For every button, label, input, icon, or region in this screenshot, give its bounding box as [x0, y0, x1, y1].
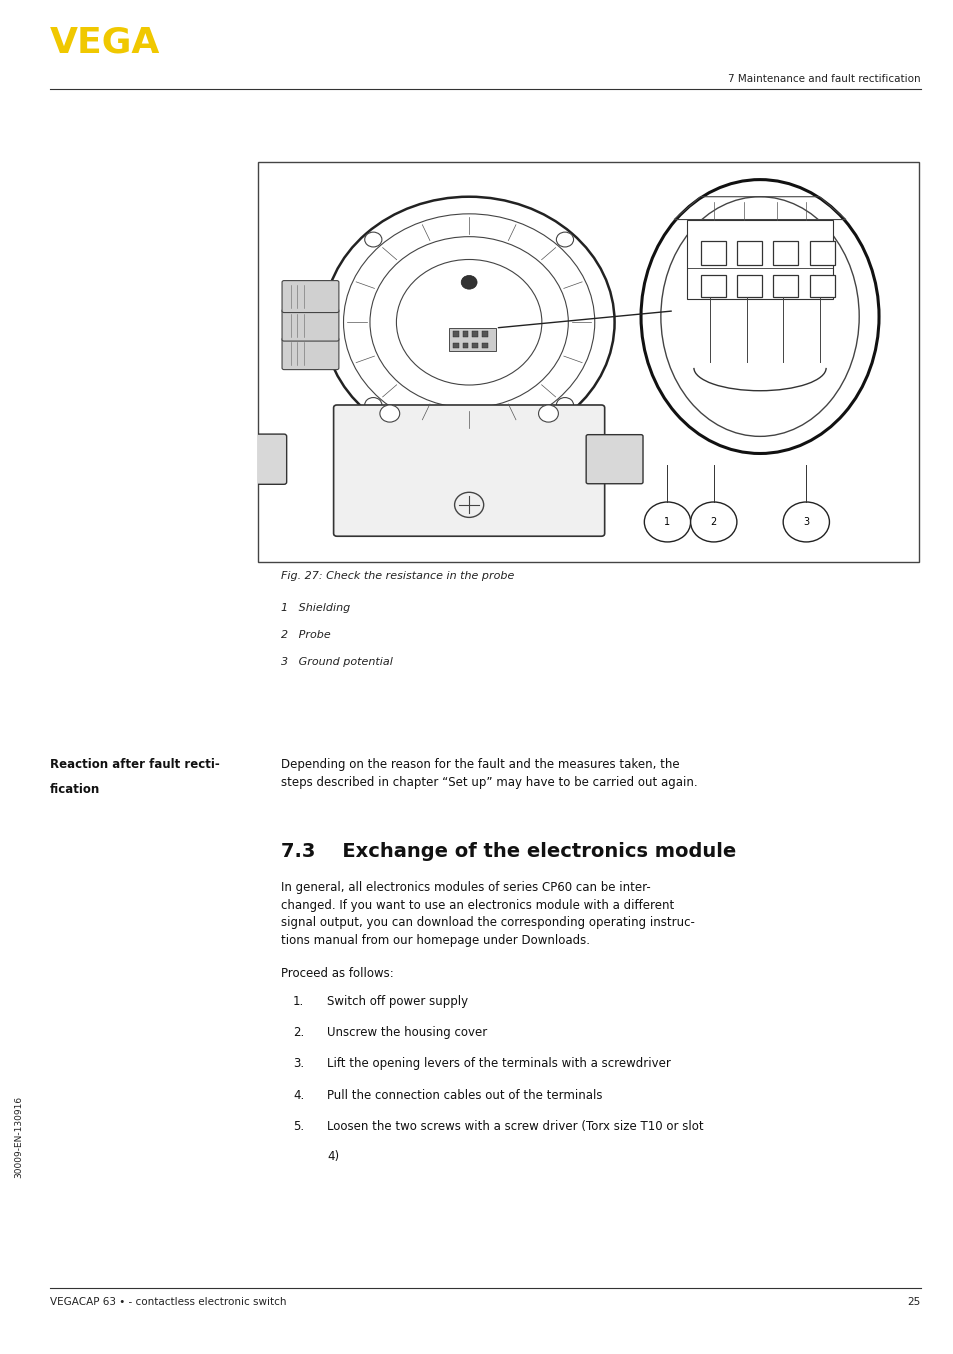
Text: Pull the connection cables out of the terminals: Pull the connection cables out of the te… — [327, 1089, 602, 1102]
Text: 3: 3 — [802, 517, 808, 527]
Bar — [452, 332, 458, 337]
Circle shape — [690, 502, 736, 542]
Text: Fig. 27: Check the resistance in the probe: Fig. 27: Check the resistance in the pro… — [281, 571, 515, 581]
Bar — [809, 241, 834, 265]
Text: Reaction after fault recti-: Reaction after fault recti- — [50, 758, 219, 772]
Text: Unscrew the housing cover: Unscrew the housing cover — [327, 1026, 487, 1040]
Circle shape — [364, 398, 381, 413]
Bar — [449, 328, 495, 351]
Text: 1   Shielding: 1 Shielding — [281, 603, 351, 612]
Circle shape — [782, 502, 828, 542]
Text: 7 Maintenance and fault rectification: 7 Maintenance and fault rectification — [727, 74, 920, 84]
FancyBboxPatch shape — [334, 405, 604, 536]
Text: VEGACAP 63 • - contactless electronic switch: VEGACAP 63 • - contactless electronic sw… — [50, 1297, 286, 1307]
Bar — [482, 332, 488, 337]
FancyBboxPatch shape — [282, 280, 338, 313]
Bar — [773, 241, 798, 265]
Circle shape — [556, 398, 573, 413]
FancyBboxPatch shape — [282, 309, 338, 341]
Circle shape — [556, 232, 573, 246]
Text: 1.: 1. — [293, 995, 304, 1009]
Circle shape — [379, 405, 399, 422]
Text: 2.: 2. — [293, 1026, 304, 1040]
Text: 25: 25 — [906, 1297, 920, 1307]
Bar — [462, 332, 468, 337]
Text: In general, all electronics modules of series CP60 can be inter-
changed. If you: In general, all electronics modules of s… — [281, 881, 695, 946]
Text: VEGA: VEGA — [50, 26, 160, 60]
Text: Depending on the reason for the fault and the measures taken, the
steps describe: Depending on the reason for the fault an… — [281, 758, 698, 789]
Text: fication: fication — [50, 783, 100, 796]
Bar — [736, 275, 761, 297]
Circle shape — [460, 275, 476, 290]
Text: 1: 1 — [663, 517, 670, 527]
Text: Proceed as follows:: Proceed as follows: — [281, 967, 394, 980]
Bar — [257, 162, 918, 562]
Bar — [462, 343, 468, 348]
Bar — [472, 343, 477, 348]
Bar — [736, 241, 761, 265]
Bar — [686, 219, 832, 299]
Bar — [809, 275, 834, 297]
Bar — [472, 332, 477, 337]
Bar — [482, 343, 488, 348]
Text: 5.: 5. — [293, 1120, 304, 1133]
Text: 4): 4) — [327, 1150, 339, 1163]
Bar — [700, 241, 725, 265]
Text: Lift the opening levers of the terminals with a screwdriver: Lift the opening levers of the terminals… — [327, 1057, 670, 1071]
Text: 4.: 4. — [293, 1089, 304, 1102]
Text: 3.: 3. — [293, 1057, 304, 1071]
FancyBboxPatch shape — [215, 435, 286, 485]
Bar — [452, 343, 458, 348]
Text: 3   Ground potential: 3 Ground potential — [281, 657, 393, 666]
FancyBboxPatch shape — [282, 337, 338, 370]
Text: 2   Probe: 2 Probe — [281, 630, 331, 639]
Text: 7.3    Exchange of the electronics module: 7.3 Exchange of the electronics module — [281, 842, 736, 861]
Circle shape — [538, 405, 558, 422]
Circle shape — [364, 232, 381, 246]
Text: 30009-EN-130916: 30009-EN-130916 — [14, 1095, 24, 1178]
Bar — [700, 275, 725, 297]
Circle shape — [643, 502, 690, 542]
Text: Switch off power supply: Switch off power supply — [327, 995, 468, 1009]
Text: 2: 2 — [710, 517, 716, 527]
Bar — [773, 275, 798, 297]
FancyBboxPatch shape — [585, 435, 642, 483]
Text: Loosen the two screws with a screw driver (Torx size T10 or slot: Loosen the two screws with a screw drive… — [327, 1120, 703, 1133]
